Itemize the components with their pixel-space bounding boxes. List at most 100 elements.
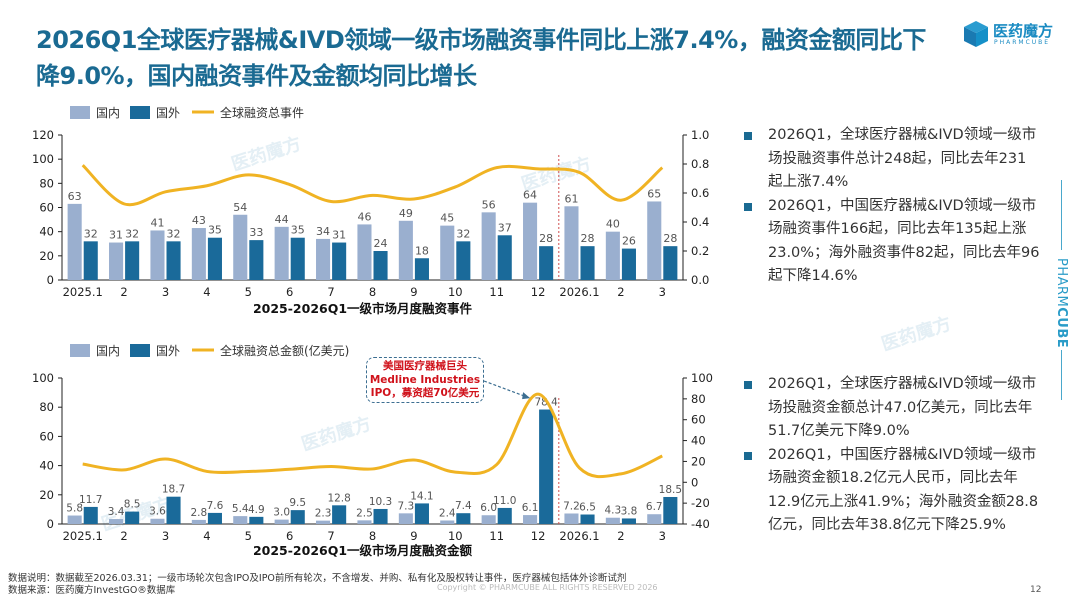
y2-tick-label: 0.6 xyxy=(691,186,709,200)
y-tick-label: 120 xyxy=(32,128,54,142)
y2-tick-label: 0.8 xyxy=(691,157,709,171)
bar-domestic xyxy=(564,206,579,280)
bar-foreign xyxy=(332,242,347,280)
bar-foreign xyxy=(373,508,388,524)
y2-tick-label: 0.4 xyxy=(691,215,709,229)
callout-arrowhead xyxy=(522,392,531,400)
data-label-foreign: 11.0 xyxy=(493,495,516,507)
data-label-domestic: 3.4 xyxy=(108,506,125,518)
x-tick-label: 8 xyxy=(369,285,376,299)
x-tick-label: 3 xyxy=(162,285,169,299)
logo-subtext: PHARMCUBE xyxy=(994,39,1051,46)
data-label-foreign: 35 xyxy=(208,224,222,237)
data-label-domestic: 6.1 xyxy=(522,502,539,514)
bar-foreign xyxy=(580,514,595,524)
legend-label-total: 全球融资总金额(亿美元) xyxy=(220,343,349,358)
legend-label-domestic: 国内 xyxy=(96,344,120,358)
data-label-domestic: 5.4 xyxy=(232,503,249,515)
data-label-domestic: 43 xyxy=(192,214,206,227)
x-tick-label: 9 xyxy=(410,529,417,543)
data-label-domestic: 7.3 xyxy=(398,500,415,512)
bar-foreign xyxy=(621,248,636,280)
bar-foreign xyxy=(249,240,264,280)
data-label-domestic: 41 xyxy=(150,216,164,229)
bar-domestic xyxy=(191,228,206,280)
amount-chart: 国内 国外 全球融资总金额(亿美元) 0 20 40 60 80 100 -40 -20 0 20 40 6… xyxy=(32,343,713,558)
y-tick-label: 40 xyxy=(39,459,54,473)
legend-label-foreign: 国外 xyxy=(156,106,180,120)
bar-domestic xyxy=(67,203,82,280)
data-label-domestic: 2.4 xyxy=(439,507,456,519)
logo-text: 医药魔方 xyxy=(993,22,1054,40)
chart-title: 2025-2026Q1一级市场月度融资事件 xyxy=(253,301,473,315)
data-label-domestic: 54 xyxy=(233,201,247,214)
legend-label-total: 全球融资总事件 xyxy=(220,105,304,120)
x-tick-label: 3 xyxy=(659,285,666,299)
data-label-foreign: 11.7 xyxy=(79,494,102,506)
data-label-domestic: 64 xyxy=(523,189,537,202)
data-label-domestic: 45 xyxy=(440,212,454,225)
bullet-square-icon xyxy=(744,202,752,211)
y2-tick-label: -20 xyxy=(691,496,710,510)
bar-domestic xyxy=(316,238,331,280)
data-label-domestic: 7.2 xyxy=(563,500,580,512)
line-total xyxy=(81,164,664,207)
data-label-foreign: 37 xyxy=(498,221,512,234)
y2-tick-label: 100 xyxy=(691,371,713,385)
x-tick-label: 7 xyxy=(327,529,334,543)
callout-line: 美国医疗器械巨头 xyxy=(383,360,467,372)
bar-foreign xyxy=(207,237,222,280)
legend-swatch-foreign xyxy=(130,344,150,357)
y2-tick-label: 0.0 xyxy=(691,273,709,287)
cube-icon xyxy=(964,21,988,47)
bar-foreign xyxy=(207,512,222,524)
bar-domestic xyxy=(481,515,496,524)
y2-tick-label: 1.0 xyxy=(691,128,709,142)
x-tick-label: 2025.1 xyxy=(63,285,103,299)
footer-notes: 数据说明：数据截至2026.03.31；一级市场轮次包含IPO及IPO前所有轮次… xyxy=(8,573,626,597)
bar-foreign xyxy=(414,503,429,524)
y2-tick-label: 60 xyxy=(691,413,706,427)
x-tick-label: 11 xyxy=(489,529,504,543)
data-label-domestic: 4.3 xyxy=(605,505,622,517)
data-label-domestic: 61 xyxy=(564,192,578,205)
x-tick-label: 5 xyxy=(245,285,252,299)
x-tick-label: 4 xyxy=(203,529,210,543)
data-label-foreign: 12.8 xyxy=(327,492,350,504)
data-label-foreign: 6.5 xyxy=(579,502,596,514)
x-tick-label: 2 xyxy=(120,529,127,543)
bar-domestic xyxy=(67,515,82,524)
data-label-domestic: 49 xyxy=(399,207,413,220)
data-label-foreign: 18 xyxy=(415,244,429,257)
data-label-domestic: 46 xyxy=(357,210,371,223)
x-tick-label: 2026.1 xyxy=(559,529,599,543)
bar-foreign xyxy=(290,510,305,524)
bullet-square-icon xyxy=(744,132,752,140)
data-label-domestic: 31 xyxy=(109,229,123,242)
callout-line: IPO，募资超70亿美元 xyxy=(370,387,480,399)
bullet-item: 2026Q1，中国医疗器械&IVD领域一级市场融资金额18.2亿元人民币，同比去… xyxy=(740,444,1040,538)
bar-domestic xyxy=(523,202,538,280)
data-label-foreign: 4.9 xyxy=(248,504,265,516)
data-label-foreign: 14.1 xyxy=(410,490,433,502)
callout-arrow xyxy=(483,380,531,399)
bar-foreign xyxy=(580,246,595,280)
bar-domestic xyxy=(647,201,662,280)
x-tick-label: 4 xyxy=(203,285,210,299)
data-label-foreign: 9.5 xyxy=(289,497,306,509)
data-label-foreign: 35 xyxy=(291,224,305,237)
legend-swatch-foreign xyxy=(130,106,150,119)
x-tick-label: 11 xyxy=(489,285,504,299)
y-tick-label: 20 xyxy=(39,488,54,502)
bar-foreign xyxy=(456,241,471,280)
bar-domestic xyxy=(398,220,413,280)
bar-foreign xyxy=(125,511,140,524)
bar-foreign xyxy=(290,237,305,280)
bar-foreign xyxy=(249,516,264,524)
data-label-domestic: 2.5 xyxy=(356,507,373,519)
bar-domestic xyxy=(398,513,413,524)
data-label-domestic: 44 xyxy=(275,213,289,226)
bar-foreign xyxy=(497,507,512,524)
x-tick-label: 9 xyxy=(410,285,417,299)
x-tick-label: 12 xyxy=(531,285,546,299)
